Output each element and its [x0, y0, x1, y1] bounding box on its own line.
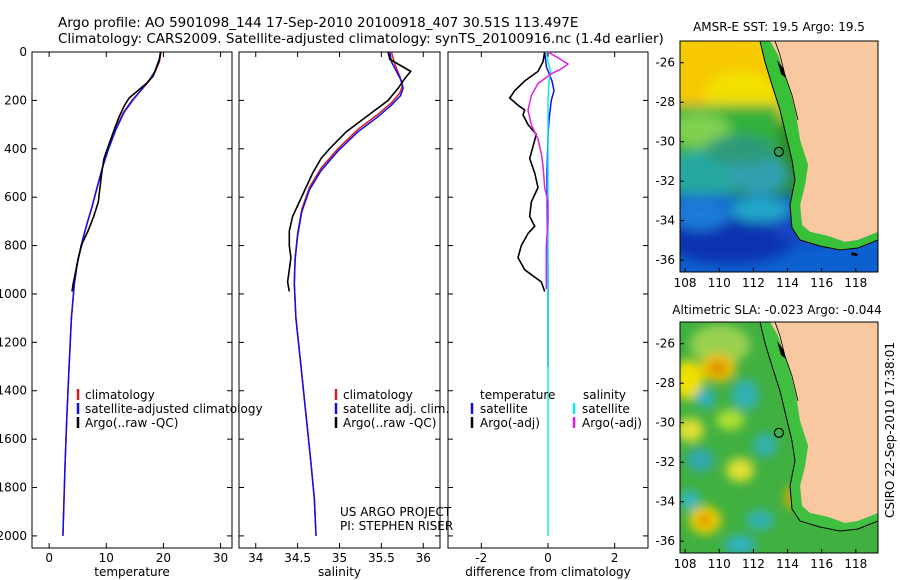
- temperature-legend-label: satellite-adjusted climatology: [85, 402, 263, 416]
- temperature-ytick-label: 200: [4, 93, 27, 107]
- sla_map-ytick-label: -36: [655, 534, 675, 548]
- salinity-xlabel: salinity: [318, 565, 361, 579]
- sla-map-title: Altimetric SLA: -0.023 Argo: -0.044: [672, 303, 881, 317]
- temperature-ytick-label: 1200: [0, 335, 27, 349]
- diff-legend-label: Argo(-adj): [480, 416, 540, 430]
- difference-xtick-label: 2: [611, 551, 619, 565]
- sla-argo-marker: [773, 427, 785, 438]
- temperature-plot-frame: [31, 51, 233, 549]
- temperature-ytick-label: 1400: [0, 384, 27, 398]
- sla_map-ytick-label: -28: [655, 376, 675, 390]
- sla_map-xtick-label: 118: [844, 557, 867, 571]
- sst_map-xtick-label: 114: [776, 276, 799, 290]
- difference-xlabel: difference from climatology: [465, 565, 631, 579]
- diff-legend-label: Argo(-adj): [582, 416, 642, 430]
- temperature-ytick-label: 1000: [0, 287, 27, 301]
- sst_map-ytick-label: -34: [655, 214, 675, 228]
- salinity-legend-label: satellite adj. clim.: [343, 402, 449, 416]
- project-label: US ARGO PROJECT: [340, 505, 452, 519]
- salinity-legend-label: climatology: [343, 388, 413, 402]
- salinity-xtick-label: 34: [248, 551, 263, 565]
- temperature-series-0: [62, 51, 162, 536]
- sst_map-ytick-label: -26: [655, 56, 675, 70]
- difference-series-3: [527, 51, 570, 290]
- profile-panel-temperature: 0 10 20 30 0 200 400 600 800 1000 1200 1400 1600 1800…: [0, 45, 263, 579]
- pi-label: PI: STEPHEN RISER: [340, 519, 453, 533]
- sst_map-ytick-label: -30: [655, 135, 675, 149]
- temperature-ytick-label: 1800: [0, 481, 27, 495]
- salinity-legend-label: Argo(..raw -QC): [343, 416, 436, 430]
- salinity-xtick-label: 36: [416, 551, 431, 565]
- diff-legend-temperature-head: temperature: [480, 388, 555, 402]
- temperature-ytick-label: 2000: [0, 529, 27, 543]
- temperature-ytick-label: 1600: [0, 432, 27, 446]
- difference-series-2: [545, 51, 552, 536]
- sst_map-xtick-label: 116: [810, 276, 833, 290]
- salinity-plot-frame: [238, 51, 441, 549]
- diff-legend-label: satellite: [582, 402, 630, 416]
- salinity-xtick-label: 34.5: [284, 551, 311, 565]
- temperature-series-2: [71, 51, 162, 292]
- sla_map-xtick-label: 108: [674, 557, 697, 571]
- sla_map-ytick-label: -32: [655, 455, 675, 469]
- temperature-series-1: [62, 51, 162, 536]
- temperature-legend-label: Argo(..raw -QC): [85, 416, 178, 430]
- sst-map: AMSR-E SST: 19.5 Argo: 19.5: [655, 20, 879, 290]
- sst_map-ytick-label: -28: [655, 95, 675, 109]
- diff-legend-label: satellite: [480, 402, 528, 416]
- sla-field: [680, 322, 878, 553]
- sla_map-ytick-label: -30: [655, 416, 675, 430]
- temperature-legend-label: climatology: [85, 388, 155, 402]
- header-line-1: Argo profile: AO 5901098_144 17-Sep-2010…: [58, 15, 578, 31]
- temperature-ytick-label: 800: [4, 239, 27, 253]
- sla_map-xtick-label: 110: [708, 557, 731, 571]
- temperature-xtick-label: 10: [99, 551, 114, 565]
- sst-argo-marker: [773, 146, 785, 157]
- temperature-ytick-label: 0: [19, 45, 27, 59]
- timestamp-side-label: CSIRO 22-Sep-2010 17:38:01: [883, 342, 897, 518]
- header-line-2: Climatology: CARS2009. Satellite-adjuste…: [58, 31, 664, 47]
- temperature-xlabel: temperature: [94, 565, 169, 579]
- temperature-xtick-label: 30: [213, 551, 228, 565]
- sst_map-xtick-label: 108: [674, 276, 697, 290]
- difference-series-1: [508, 51, 546, 292]
- difference-series-0: [543, 51, 555, 367]
- temperature-xtick-label: 0: [45, 551, 53, 565]
- sst_map-ytick-label: -32: [655, 174, 675, 188]
- sst_map-xtick-label: 110: [708, 276, 731, 290]
- sla-map: Altimetric SLA: -0.023 Argo: -0.044: [655, 303, 881, 571]
- sst_map-xtick-label: 112: [742, 276, 765, 290]
- sla_map-xtick-label: 114: [776, 557, 799, 571]
- sst-map-title: AMSR-E SST: 19.5 Argo: 19.5: [693, 20, 865, 34]
- profile-panel-salinity: 34 34.5 35 35.5 36 salinity climatologysatelli…: [238, 51, 453, 579]
- salinity-series-1: [293, 51, 404, 536]
- difference-xtick-label: 0: [544, 551, 552, 565]
- profile-panels: 0 10 20 30020040060080010001200140016001800…: [0, 45, 649, 579]
- diff-legend-salinity-head: salinity: [583, 388, 626, 402]
- sla_map-xtick-label: 116: [810, 557, 833, 571]
- salinity-series-2: [286, 51, 412, 292]
- temperature-xtick-label: 20: [156, 551, 171, 565]
- sst_map-xtick-label: 118: [844, 276, 867, 290]
- sst-field: [680, 41, 878, 272]
- sla_map-ytick-label: -26: [655, 337, 675, 351]
- sla_map-xtick-label: 112: [742, 557, 765, 571]
- sst_map-ytick-label: -36: [655, 253, 675, 267]
- salinity-xtick-label: 35.5: [368, 551, 395, 565]
- temperature-ytick-label: 600: [4, 190, 27, 204]
- difference-xtick-label: -2: [475, 551, 487, 565]
- temperature-ytick-label: 400: [4, 142, 27, 156]
- salinity-xtick-label: 35: [332, 551, 347, 565]
- sla_map-ytick-label: -34: [655, 495, 675, 509]
